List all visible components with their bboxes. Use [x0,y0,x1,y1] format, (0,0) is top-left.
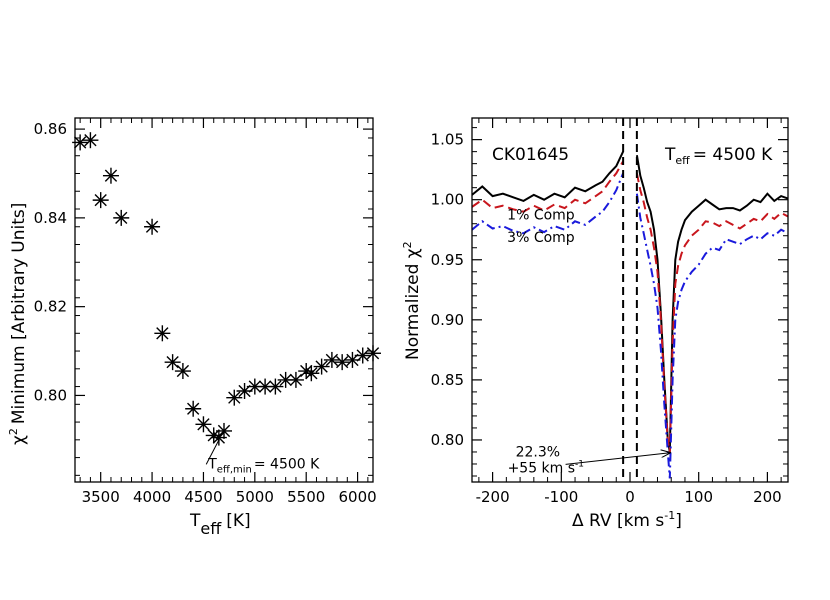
x-tick-label: 5000 [236,488,274,506]
data-point [313,358,330,375]
data-point [185,400,202,417]
marker-stroke [258,380,272,393]
marker-stroke [73,136,87,149]
marker-stroke [336,355,349,369]
series-line-right-dashed [635,173,788,454]
right-annotation-line1: 22.3% [516,444,560,460]
left-xlabel: Teff [K] [189,511,251,538]
data-point [354,347,371,364]
marker-stroke [269,380,282,393]
x-tick-label: 6000 [338,488,376,506]
marker-stroke [104,169,118,182]
x-tick-label: 3500 [82,488,120,506]
marker-stroke [305,367,318,380]
marker-stroke [289,373,303,387]
y-tick-label: 0.80 [431,431,464,449]
data-point [323,351,340,368]
marker-stroke [145,220,159,233]
marker-stroke [325,353,339,367]
series-line-left-dashdot [472,172,625,235]
data-point [303,365,320,382]
y-tick-label: 1.05 [431,131,464,149]
data-point [164,354,181,371]
y-tick-label: 0.85 [431,371,464,389]
data-point [174,363,191,380]
right-plot-frame [471,117,789,483]
x-tick-label: 200 [753,488,782,506]
x-tick-label: 4000 [133,488,171,506]
y-tick-label: 0.84 [34,209,67,227]
data-point [334,354,351,371]
data-point [226,389,243,406]
left-ylabel: χ2Minimum [Arbitrary Units] [7,203,29,445]
marker-stroke [197,418,210,431]
data-point [216,422,232,439]
series-line-left-solid [472,151,625,202]
left-annotation: Teff,min = 4500 K [207,456,320,475]
marker-stroke [115,211,128,225]
y-tick-label: 1.00 [431,191,464,209]
marker-stroke [228,391,241,404]
right-annotation-line2: +55 km s-1 [508,459,584,476]
x-tick-label: -200 [476,488,510,506]
marker-stroke [217,424,231,438]
marker-stroke [279,373,292,387]
annotation-arrow [565,453,670,465]
data-point [144,218,161,235]
y-tick-label: 0.95 [431,251,464,269]
curve-label: 1% Comp [507,207,575,223]
y-tick-label: 0.86 [34,120,67,138]
marker-stroke [300,364,313,378]
right-ylabel: Normalized χ2 [401,241,423,360]
y-tick-label: 0.90 [431,311,464,329]
y-tick-label: 0.80 [34,386,67,404]
curve-label: 3% Comp [507,230,575,246]
x-tick-label: 0 [625,488,635,506]
data-point [82,132,99,149]
marker-stroke [156,327,169,340]
left-data-layer [72,132,381,465]
data-point [154,325,171,342]
y-tick-label: 0.82 [34,298,67,316]
right-title-right: Teff = 4500 K [664,145,773,167]
data-point [113,209,130,226]
right-xlabel: Δ RV [km s-1] [572,509,682,531]
data-point [102,167,119,184]
marker-stroke [187,402,200,415]
left-ticks: 3500 4000 4500 5000 5500 6000 0.80 0.82 0.84 0.86 [34,118,377,506]
marker-stroke [94,193,107,207]
data-point [267,378,284,395]
marker-stroke [166,355,179,369]
x-tick-label: 4500 [184,488,222,506]
marker-stroke [248,380,261,393]
data-point [246,378,263,395]
marker-stroke [176,364,190,378]
right-ticks: -200 -100 0 100 200 0.80 0.85 0.90 0.95 1.00 1.05 [431,118,788,506]
data-point [195,416,212,433]
right-title-left: CK01645 [492,145,569,165]
series-line-right-solid [635,155,788,453]
x-tick-label: 5500 [287,488,325,506]
series-line-right-dashdot [635,193,788,479]
x-tick-label: 100 [684,488,713,506]
marker-stroke [212,431,226,444]
marker-stroke [84,134,97,147]
annotation-line [205,438,221,465]
data-point [92,192,109,209]
data-point [287,371,304,388]
marker-stroke [356,349,369,362]
x-tick-label: -100 [544,488,578,506]
right-data-layer [472,118,788,482]
left-panel: 3500 4000 4500 5000 5500 6000 0.80 0.82 0.84 0.86… [7,117,381,538]
series-line-left-dashed [472,160,624,213]
marker-stroke [315,360,328,373]
right-curve-labels: 1% Comp 3% Comp [507,207,575,246]
data-point [210,429,227,446]
right-panel: -200 -100 0 100 2000.800.850.900.951.001.05 … [401,117,789,531]
